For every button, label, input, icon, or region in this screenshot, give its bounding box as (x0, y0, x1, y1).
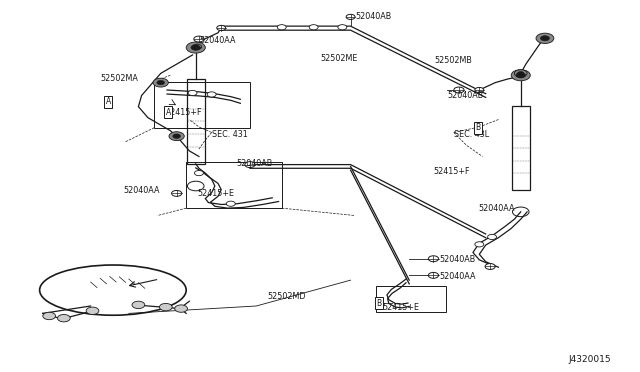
Circle shape (175, 305, 188, 312)
Circle shape (217, 25, 226, 31)
Circle shape (43, 312, 56, 320)
Circle shape (346, 14, 355, 19)
Circle shape (515, 70, 527, 77)
Text: 52040AB: 52040AB (355, 12, 391, 21)
Circle shape (188, 90, 197, 96)
Circle shape (227, 201, 236, 206)
Circle shape (194, 36, 204, 42)
Bar (376, 286, 446, 311)
Circle shape (277, 25, 286, 30)
Circle shape (173, 134, 180, 138)
Bar (186, 162, 282, 208)
Circle shape (518, 71, 524, 75)
Text: 52040AB: 52040AB (447, 91, 484, 100)
Text: 52040AA: 52040AA (440, 272, 476, 281)
Text: B: B (376, 299, 381, 308)
Circle shape (153, 78, 168, 87)
Text: B: B (476, 123, 481, 132)
Circle shape (207, 92, 216, 97)
Circle shape (86, 307, 99, 314)
Text: J4320015: J4320015 (568, 355, 611, 364)
Circle shape (186, 42, 205, 53)
Circle shape (536, 33, 554, 44)
Text: 52040AB: 52040AB (440, 255, 476, 264)
Circle shape (428, 272, 438, 278)
Circle shape (454, 87, 464, 93)
Circle shape (132, 301, 145, 309)
Circle shape (245, 161, 255, 167)
Circle shape (475, 242, 484, 247)
Text: 52040AA: 52040AA (200, 36, 236, 45)
Text: 52502MB: 52502MB (435, 56, 472, 65)
Circle shape (309, 25, 318, 30)
Text: 52415+E: 52415+E (198, 189, 235, 198)
Circle shape (540, 36, 549, 41)
Text: 52415+F: 52415+F (433, 167, 470, 176)
Bar (154, 81, 250, 128)
Text: 52415+E: 52415+E (383, 302, 419, 312)
Circle shape (157, 80, 164, 85)
Text: 52502ME: 52502ME (320, 54, 357, 63)
Circle shape (516, 73, 525, 78)
Text: A: A (106, 97, 111, 106)
Circle shape (191, 45, 200, 50)
Circle shape (511, 70, 531, 81)
Circle shape (169, 132, 184, 141)
Text: SEC. 43L: SEC. 43L (454, 130, 489, 139)
Text: 52502MA: 52502MA (100, 74, 138, 83)
Text: 52040AA: 52040AA (478, 203, 515, 213)
Text: SEC. 431: SEC. 431 (212, 130, 248, 139)
Circle shape (475, 87, 484, 93)
Text: A: A (166, 108, 171, 117)
Circle shape (193, 44, 202, 49)
Circle shape (488, 234, 497, 240)
Text: 52502MD: 52502MD (268, 292, 307, 301)
Circle shape (428, 256, 438, 262)
Circle shape (159, 304, 172, 311)
Circle shape (58, 314, 70, 322)
Circle shape (172, 190, 182, 196)
Bar (512, 106, 530, 190)
Text: 52040AA: 52040AA (124, 186, 160, 195)
Text: 52415+F: 52415+F (166, 108, 202, 117)
Circle shape (338, 25, 347, 30)
Bar (187, 79, 205, 164)
Text: 52040AB: 52040AB (236, 159, 272, 169)
Circle shape (195, 170, 204, 176)
Circle shape (485, 263, 495, 269)
